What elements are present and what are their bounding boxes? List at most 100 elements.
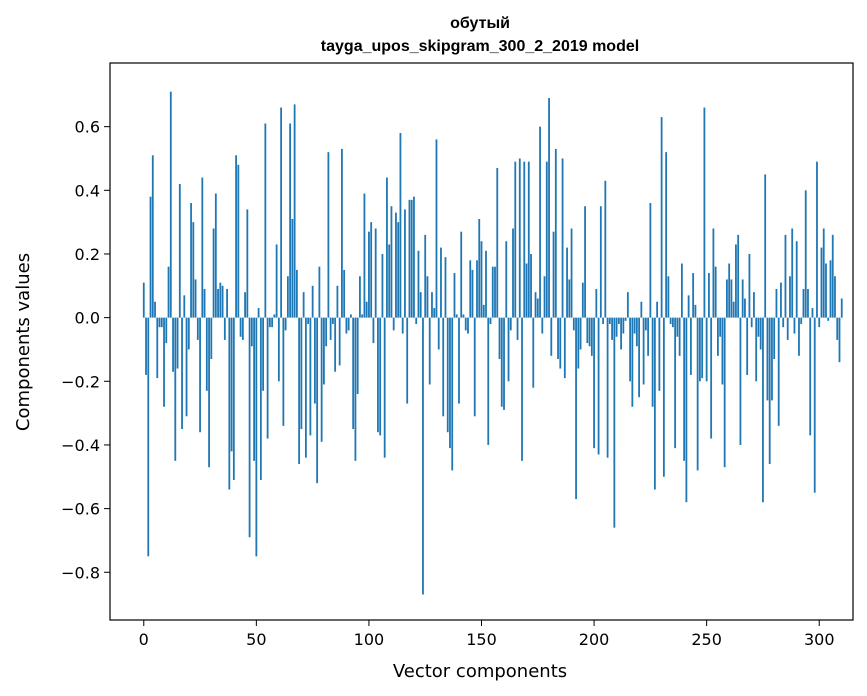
bar bbox=[487, 317, 490, 445]
bar bbox=[579, 317, 582, 350]
bar bbox=[467, 317, 469, 334]
bar bbox=[631, 317, 634, 407]
bar bbox=[419, 292, 422, 318]
bar bbox=[246, 209, 249, 318]
bar bbox=[482, 304, 485, 318]
bar bbox=[336, 285, 339, 318]
bar bbox=[552, 231, 555, 318]
bar bbox=[363, 193, 366, 318]
bar bbox=[329, 317, 332, 340]
bar bbox=[608, 317, 611, 324]
bar bbox=[505, 241, 508, 318]
bar bbox=[822, 228, 825, 318]
bar bbox=[775, 288, 778, 318]
bar bbox=[424, 234, 427, 318]
bar bbox=[437, 317, 440, 350]
bar bbox=[428, 317, 431, 385]
bar bbox=[318, 266, 321, 318]
bar bbox=[433, 308, 436, 318]
bar bbox=[721, 317, 724, 385]
bar bbox=[784, 234, 787, 318]
bar bbox=[142, 282, 145, 318]
bar bbox=[732, 301, 735, 318]
bar bbox=[753, 292, 755, 318]
bar bbox=[662, 317, 665, 477]
x-tick-label: 300 bbox=[804, 630, 835, 649]
bar bbox=[620, 317, 622, 350]
bar bbox=[268, 317, 271, 328]
bar bbox=[377, 317, 379, 433]
bar bbox=[689, 317, 692, 375]
bar bbox=[676, 317, 679, 337]
x-tick-label: 50 bbox=[246, 630, 266, 649]
bar bbox=[795, 241, 798, 318]
bar bbox=[771, 317, 773, 401]
bar bbox=[683, 317, 686, 461]
bar bbox=[480, 241, 483, 318]
bar bbox=[406, 317, 409, 404]
bar bbox=[356, 317, 359, 395]
bar bbox=[341, 148, 343, 318]
bar bbox=[649, 203, 652, 318]
bar bbox=[705, 317, 708, 382]
bar bbox=[304, 317, 307, 458]
bar bbox=[633, 317, 636, 334]
bar bbox=[440, 247, 442, 318]
bar bbox=[530, 253, 532, 318]
bar bbox=[678, 317, 681, 356]
bar bbox=[791, 228, 794, 318]
bar bbox=[431, 292, 433, 318]
bar bbox=[417, 250, 420, 318]
bar bbox=[354, 317, 357, 461]
bar bbox=[172, 317, 174, 372]
bar bbox=[813, 317, 816, 493]
bar bbox=[426, 276, 429, 318]
bar bbox=[561, 158, 564, 318]
chart-title-line1: обутый bbox=[450, 15, 510, 32]
bar bbox=[566, 247, 568, 318]
bar bbox=[597, 317, 600, 455]
bar bbox=[257, 308, 260, 318]
bar bbox=[503, 317, 505, 410]
bar bbox=[453, 273, 456, 318]
bar bbox=[253, 317, 255, 461]
bar bbox=[325, 317, 328, 347]
bar bbox=[491, 266, 494, 318]
bar bbox=[798, 317, 800, 356]
bar bbox=[577, 317, 580, 369]
bar bbox=[190, 203, 192, 318]
bar bbox=[205, 317, 208, 391]
bar bbox=[611, 317, 613, 340]
bar bbox=[703, 107, 706, 318]
bar bbox=[410, 199, 413, 318]
bar bbox=[302, 292, 305, 318]
bar bbox=[658, 317, 661, 391]
bar bbox=[284, 317, 287, 331]
bar bbox=[570, 228, 573, 318]
bar bbox=[316, 317, 319, 484]
bar bbox=[232, 317, 235, 480]
bar bbox=[669, 317, 672, 324]
bar bbox=[741, 279, 744, 318]
bar bbox=[259, 317, 262, 480]
bar bbox=[167, 266, 170, 318]
bar bbox=[680, 263, 683, 318]
bar bbox=[656, 301, 659, 318]
bar bbox=[708, 273, 710, 318]
bar bbox=[230, 317, 233, 452]
bar bbox=[368, 231, 370, 318]
bar bbox=[327, 152, 330, 318]
bar bbox=[543, 276, 546, 318]
bars-group bbox=[142, 91, 843, 595]
bar bbox=[404, 209, 406, 318]
bar bbox=[584, 206, 586, 318]
bar bbox=[739, 317, 742, 445]
bar bbox=[613, 317, 616, 528]
bar bbox=[372, 317, 375, 344]
bar bbox=[473, 317, 476, 417]
bar bbox=[624, 317, 627, 321]
bar bbox=[647, 317, 650, 356]
bar bbox=[298, 317, 301, 465]
bar bbox=[789, 276, 791, 318]
bar bbox=[514, 161, 517, 318]
